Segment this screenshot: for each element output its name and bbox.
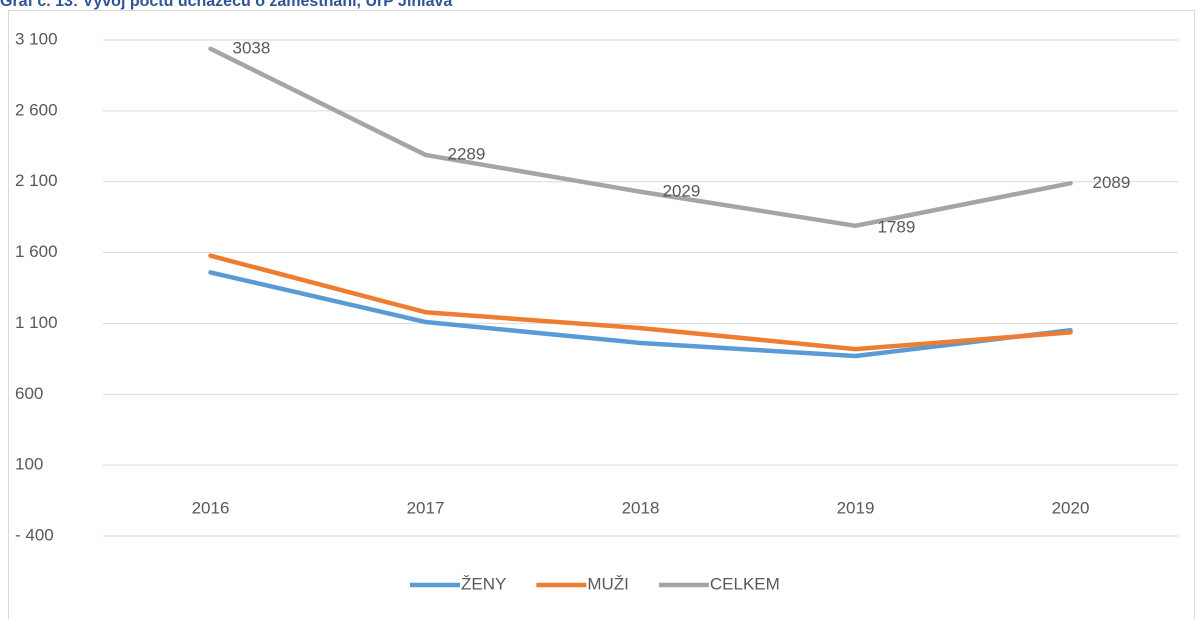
- x-tick-label: 2016: [192, 498, 230, 517]
- data-label: 3038: [233, 38, 271, 57]
- legend-label: CELKEM: [710, 574, 780, 593]
- y-tick-label: - 400: [15, 525, 54, 544]
- data-label: 2029: [663, 181, 701, 200]
- y-tick-label: 1 100: [15, 313, 58, 332]
- y-tick-label: 3 100: [15, 29, 58, 48]
- x-tick-label: 2020: [1052, 498, 1090, 517]
- data-label: 2089: [1093, 173, 1131, 192]
- x-tick-label: 2018: [622, 498, 660, 517]
- data-label: 2289: [448, 144, 486, 163]
- y-tick-label: 2 100: [15, 171, 58, 190]
- series-line: [208, 270, 1073, 359]
- x-tick-label: 2019: [837, 498, 875, 517]
- y-tick-label: 1 600: [15, 242, 58, 261]
- data-label: 1789: [878, 217, 916, 236]
- y-tick-label: 600: [15, 384, 43, 403]
- x-tick-label: 2017: [407, 498, 445, 517]
- y-tick-label: 100: [15, 455, 43, 474]
- chart-frame: [8, 10, 1195, 619]
- series-line: [208, 46, 1073, 229]
- y-tick-label: 2 600: [15, 100, 58, 119]
- legend-label: MUŽI: [587, 574, 629, 593]
- series-line: [208, 253, 1073, 352]
- chart-title: Graf č. 13: Vývoj počtu uchazečů o zaměs…: [0, 0, 452, 10]
- legend-label: ŽENY: [461, 574, 506, 593]
